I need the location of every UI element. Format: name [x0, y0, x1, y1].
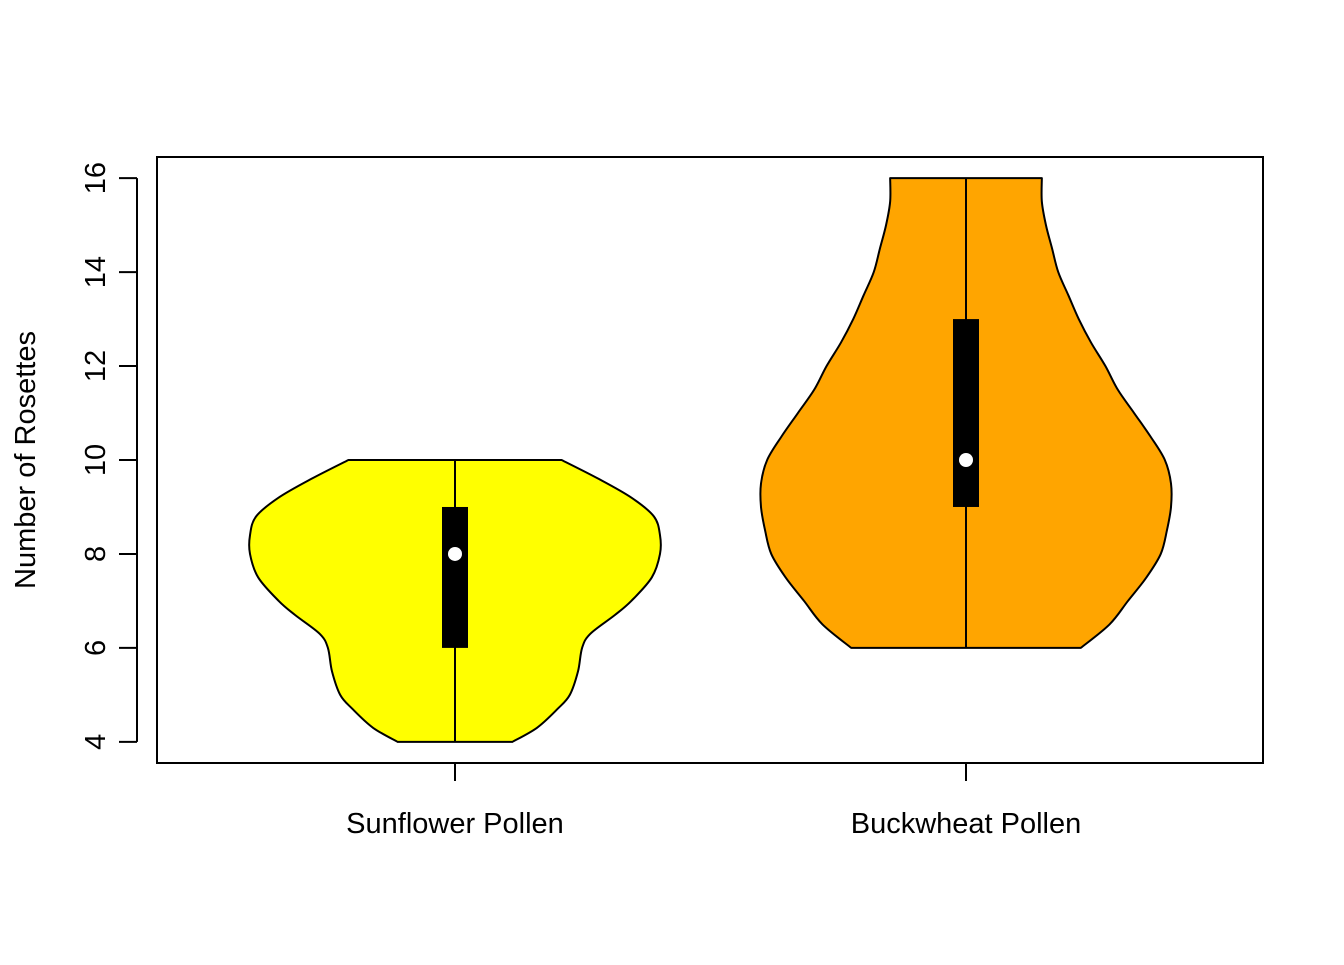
- x-tick-label: Buckwheat Pollen: [851, 808, 1082, 840]
- y-tick-label: 12: [80, 350, 112, 382]
- violin-layer: [248, 177, 1173, 743]
- x-tick-label: Sunflower Pollen: [346, 808, 564, 840]
- x-axis: Sunflower Pollen Buckwheat Pollen: [346, 763, 1081, 840]
- y-axis-title: Number of Rosettes: [10, 331, 42, 589]
- y-tick-label: 6: [80, 640, 112, 656]
- y-axis: 4 6 8 10 12 14 16: [80, 162, 138, 750]
- y-tick-label: 10: [80, 444, 112, 476]
- y-tick-label: 8: [80, 546, 112, 562]
- y-tick-label: 14: [80, 256, 112, 288]
- plot-frame: [156, 156, 1264, 764]
- iqr-box-sunflower-pollen: [442, 506, 468, 648]
- median-point-sunflower-pollen: [448, 546, 462, 561]
- median-point-buckwheat-pollen: [959, 453, 973, 467]
- iqr-box-buckwheat-pollen: [953, 319, 979, 507]
- y-tick-label: 4: [80, 734, 112, 750]
- y-tick-label: 16: [80, 162, 112, 194]
